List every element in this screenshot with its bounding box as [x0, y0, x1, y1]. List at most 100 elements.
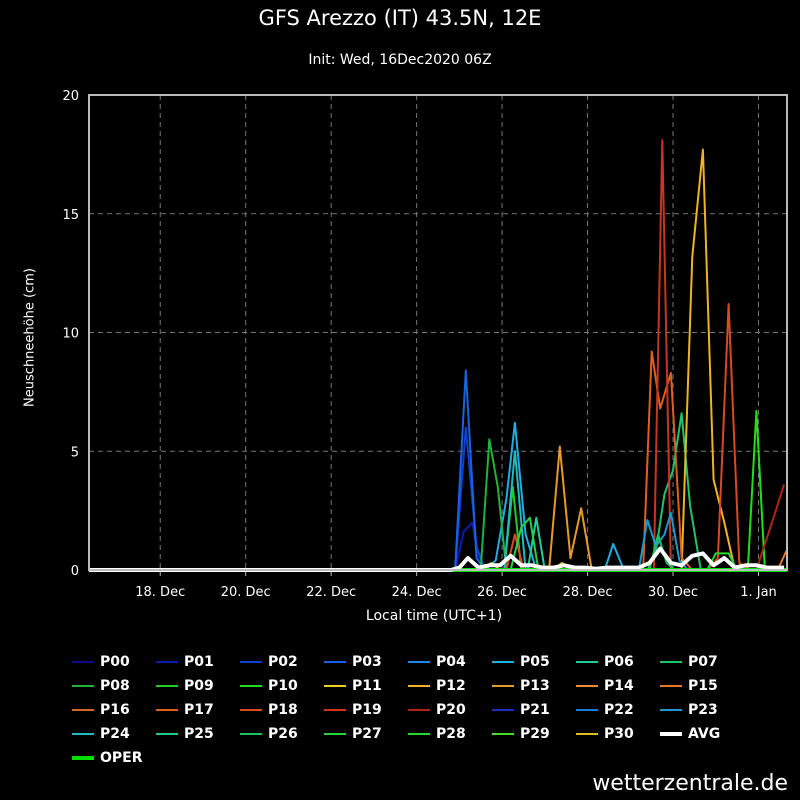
- legend-item-p14: P14: [576, 678, 634, 694]
- legend-label: OPER: [100, 750, 143, 766]
- x-tick-label: 20. Dec: [221, 585, 271, 600]
- legend-item-p30: P30: [576, 726, 634, 742]
- legend-item-p05: P05: [492, 654, 550, 670]
- y-tick-label: 15: [62, 208, 79, 223]
- legend-swatch: [240, 733, 262, 735]
- legend-item-p01: P01: [156, 654, 214, 670]
- legend-label: P24: [100, 726, 130, 742]
- legend-swatch: [660, 685, 682, 687]
- legend-label: P17: [184, 702, 214, 718]
- legend-item-p06: P06: [576, 654, 634, 670]
- legend-item-p26: P26: [240, 726, 298, 742]
- legend-label: P10: [268, 678, 298, 694]
- series-line-p23: [88, 512, 788, 571]
- series-line-p12: [88, 148, 788, 571]
- legend-label: P16: [100, 702, 130, 718]
- y-tick-labels: 0 5 10 15 20: [62, 89, 79, 579]
- legend-item-p21: P21: [492, 702, 550, 718]
- legend-swatch: [576, 733, 598, 735]
- legend-item-p04: P04: [408, 654, 466, 670]
- legend-swatch: [660, 661, 682, 663]
- x-tick-label: 1. Jan: [740, 585, 777, 600]
- legend-item-p27: P27: [324, 726, 382, 742]
- legend-swatch: [492, 709, 514, 711]
- series-lines: [88, 139, 788, 572]
- legend-item-p03: P03: [324, 654, 382, 670]
- legend-swatch: [156, 661, 178, 663]
- legend-swatch: [408, 685, 430, 687]
- legend-swatch: [156, 709, 178, 711]
- legend-swatch: [72, 709, 94, 711]
- x-tick-label: 30. Dec: [648, 585, 698, 600]
- y-axis-label: Neuschneehöhe (cm): [22, 268, 38, 407]
- legend-swatch: [72, 685, 94, 687]
- legend-item-p25: P25: [156, 726, 214, 742]
- legend-swatch: [408, 661, 430, 663]
- legend-swatch: [492, 661, 514, 663]
- legend-item-p20: P20: [408, 702, 466, 718]
- legend-label: P03: [352, 654, 382, 670]
- legend-item-p28: P28: [408, 726, 466, 742]
- legend-swatch: [324, 709, 346, 711]
- legend-label: P09: [184, 678, 214, 694]
- legend-swatch: [156, 685, 178, 687]
- legend-item-p22: P22: [576, 702, 634, 718]
- legend-label: P29: [520, 726, 550, 742]
- legend-label: P02: [268, 654, 298, 670]
- chart-subtitle: Init: Wed, 16Dec2020 06Z: [308, 52, 492, 68]
- legend-swatch: [72, 661, 94, 663]
- legend-label: P01: [184, 654, 214, 670]
- legend-item-oper: OPER: [72, 750, 143, 766]
- legend-label: P19: [352, 702, 382, 718]
- legend-item-p11: P11: [324, 678, 382, 694]
- legend-swatch: [324, 733, 346, 735]
- legend-label: P15: [688, 678, 718, 694]
- x-tick-label: 28. Dec: [563, 585, 613, 600]
- x-tick-label: 18. Dec: [135, 585, 185, 600]
- legend-label: P22: [604, 702, 634, 718]
- series-line-avg: [88, 546, 785, 572]
- legend-label: P12: [436, 678, 466, 694]
- legend-swatch: [324, 661, 346, 663]
- legend-label: P14: [604, 678, 634, 694]
- legend-swatch: [408, 709, 430, 711]
- legend-swatch: [324, 685, 346, 687]
- legend-label: P20: [436, 702, 466, 718]
- legend-item-p16: P16: [72, 702, 130, 718]
- legend-swatch: [72, 733, 94, 735]
- legend-item-p18: P18: [240, 702, 298, 718]
- chart-title: GFS Arezzo (IT) 43.5N, 12E: [258, 6, 542, 30]
- legend-label: P25: [184, 726, 214, 742]
- legend-label: P26: [268, 726, 298, 742]
- legend-swatch: [156, 733, 178, 735]
- legend-swatch: [72, 756, 94, 760]
- x-tick-label: 24. Dec: [392, 585, 442, 600]
- legend-label: P08: [100, 678, 130, 694]
- legend-swatch: [492, 733, 514, 735]
- legend-swatch: [240, 709, 262, 711]
- x-tick-labels: 18. Dec 20. Dec 22. Dec 24. Dec 26. Dec 28. D…: [135, 585, 777, 600]
- x-tick-label: 22. Dec: [306, 585, 356, 600]
- legend-label: P18: [268, 702, 298, 718]
- grid-lines: [89, 95, 787, 576]
- legend-item-p23: P23: [660, 702, 718, 718]
- legend-item-p10: P10: [240, 678, 298, 694]
- legend-item-p24: P24: [72, 726, 130, 742]
- legend-swatch: [660, 709, 682, 711]
- legend-label: AVG: [688, 726, 721, 742]
- legend-label: P28: [436, 726, 466, 742]
- x-axis-label: Local time (UTC+1): [365, 608, 503, 624]
- legend-label: P30: [604, 726, 634, 742]
- legend-item-p07: P07: [660, 654, 718, 670]
- y-tick-label: 20: [62, 89, 79, 104]
- legend-label: P13: [520, 678, 550, 694]
- x-tick-label: 26. Dec: [477, 585, 527, 600]
- y-tick-label: 0: [71, 564, 79, 579]
- legend-item-p19: P19: [324, 702, 382, 718]
- legend-item-p00: P00: [72, 654, 130, 670]
- legend-label: P00: [100, 654, 130, 670]
- legend-label: P11: [352, 678, 382, 694]
- legend-item-p02: P02: [240, 654, 298, 670]
- legend-swatch: [660, 732, 682, 736]
